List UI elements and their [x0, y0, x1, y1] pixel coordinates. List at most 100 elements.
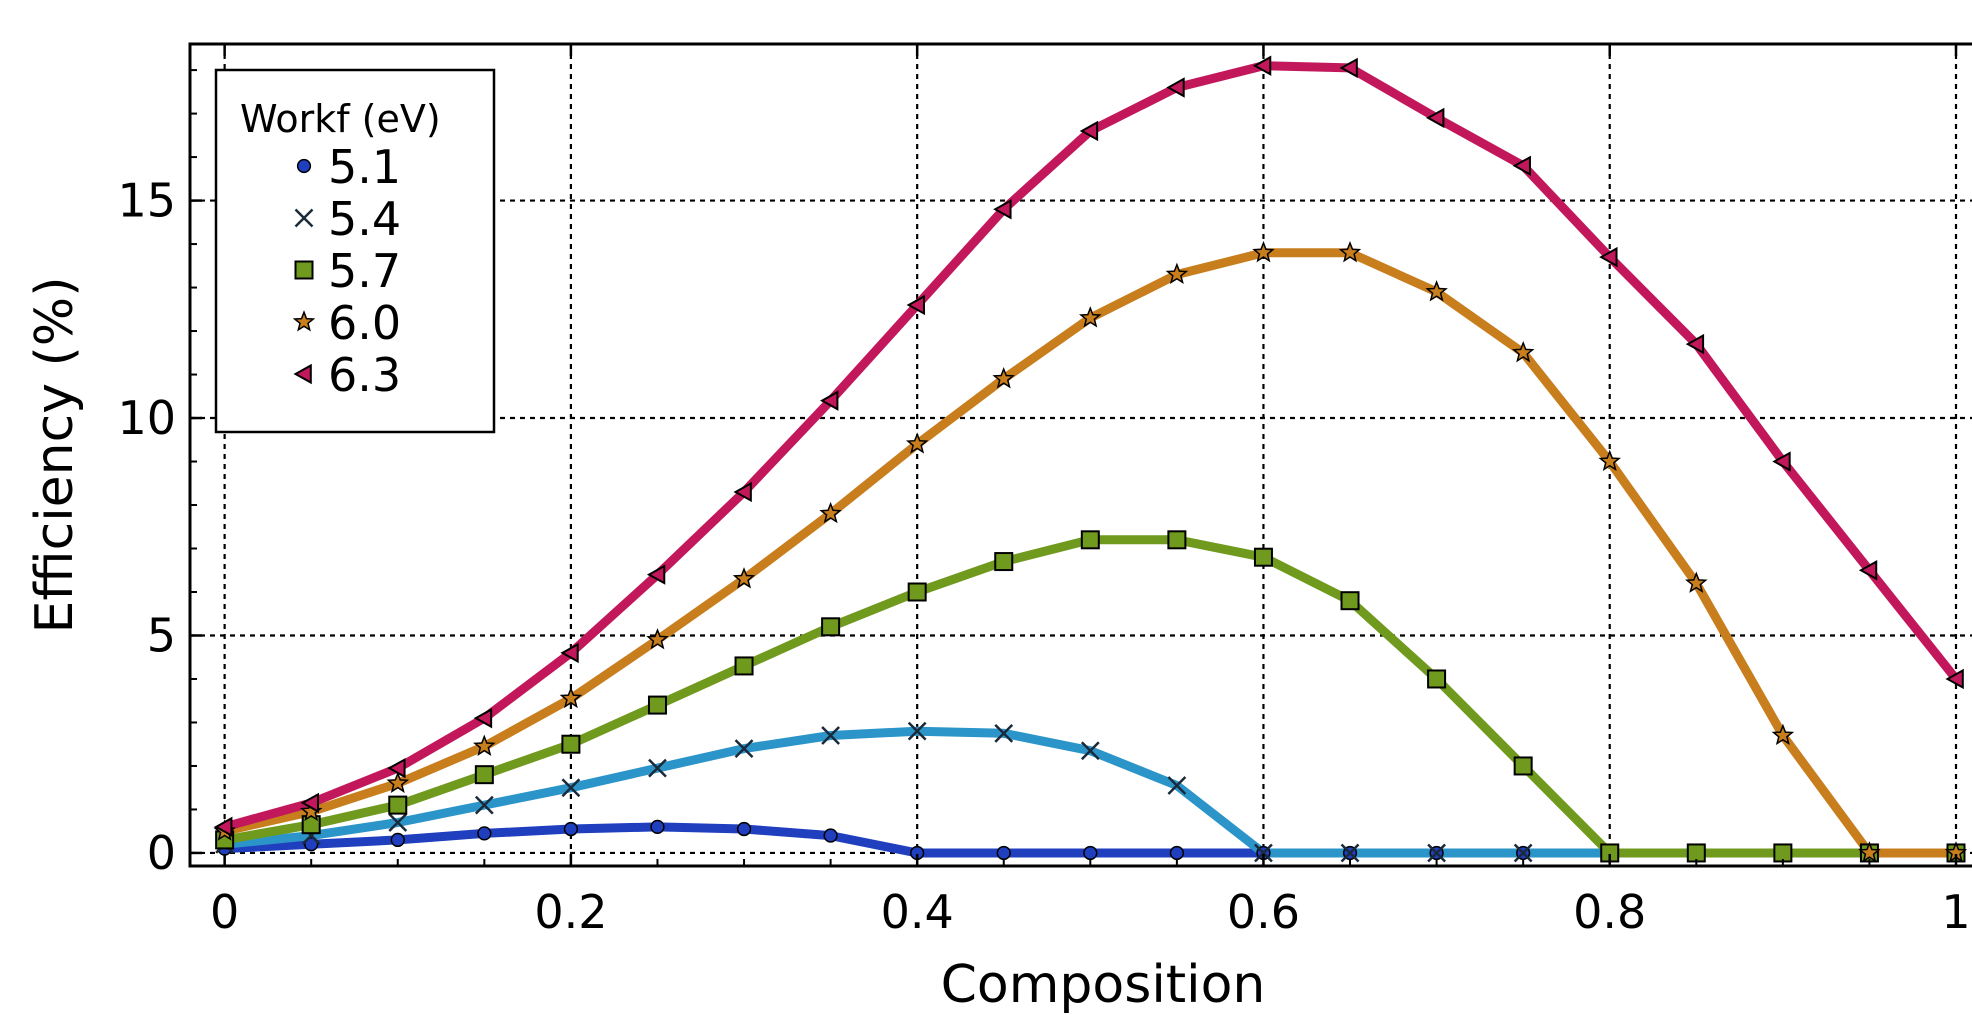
grid — [190, 44, 1972, 866]
data-point — [561, 734, 581, 754]
legend-label-5.1: 5.1 — [328, 140, 401, 194]
data-point — [1252, 55, 1272, 76]
ticks — [190, 44, 1958, 866]
data-point — [994, 552, 1014, 572]
data-point — [648, 758, 667, 778]
series-markers — [213, 55, 1968, 863]
data-point — [473, 734, 496, 756]
data-point — [1945, 668, 1964, 690]
data-point — [1254, 843, 1273, 863]
data-point — [1427, 669, 1447, 689]
data-point — [1253, 547, 1273, 567]
data-point — [907, 721, 927, 741]
y-tick-label: 15 — [117, 174, 176, 228]
x-tick-label: 1 — [1941, 885, 1970, 939]
data-point — [734, 739, 754, 758]
data-point — [560, 642, 579, 664]
data-point — [907, 582, 927, 602]
data-point — [390, 832, 405, 848]
data-point — [1686, 843, 1706, 863]
data-point — [1858, 841, 1881, 863]
data-point — [1511, 340, 1535, 363]
data-point — [388, 813, 408, 832]
data-point — [1513, 843, 1533, 863]
data-point — [821, 726, 840, 745]
data-point — [294, 208, 314, 228]
data-point — [1599, 246, 1618, 268]
data-point — [1080, 741, 1100, 761]
data-point — [647, 695, 667, 715]
data-point — [474, 765, 494, 785]
data-point — [304, 837, 319, 852]
data-point — [296, 158, 312, 174]
data-point — [563, 821, 579, 837]
y-tick-label: 0 — [147, 826, 176, 880]
data-point — [732, 567, 756, 589]
legend-label-6.3: 6.3 — [328, 348, 401, 402]
x-tick-label: 0.8 — [1573, 885, 1646, 939]
data-point — [387, 757, 406, 779]
data-point — [1083, 845, 1098, 861]
legend-title: Workf (eV) — [240, 97, 441, 141]
data-point — [1338, 240, 1362, 263]
data-point — [1773, 843, 1793, 863]
data-point — [1340, 843, 1360, 863]
x-tick-label: 0.6 — [1227, 885, 1300, 939]
data-point — [821, 617, 841, 637]
x-tick-label: 0.4 — [881, 885, 954, 939]
data-point — [1598, 449, 1621, 472]
data-point — [646, 628, 669, 650]
x-tick-label: 0 — [210, 885, 239, 939]
data-point — [819, 501, 842, 524]
data-point — [823, 828, 838, 843]
data-point — [1512, 155, 1531, 176]
x-tick-label: 0.2 — [534, 885, 607, 939]
data-point — [292, 310, 316, 332]
legend-label-6.0: 6.0 — [328, 296, 401, 350]
data-point — [996, 845, 1011, 861]
legend-label-5.7: 5.7 — [328, 244, 401, 298]
data-point — [650, 819, 665, 834]
y-tick-label: 5 — [147, 608, 176, 662]
legend: Workf (eV) 5.15.45.76.06.3 — [214, 68, 496, 434]
data-point — [736, 821, 752, 837]
data-point — [294, 260, 314, 280]
data-point — [388, 795, 408, 815]
data-point — [820, 390, 839, 411]
data-point — [1167, 530, 1187, 550]
data-point — [300, 792, 319, 814]
data-point — [386, 771, 410, 793]
data-point — [1771, 723, 1795, 746]
data-point — [1426, 107, 1445, 129]
data-point — [1425, 280, 1448, 302]
data-point — [734, 656, 754, 676]
data-point — [1427, 843, 1446, 863]
data-point — [559, 686, 583, 709]
y-tick-label: 10 — [117, 391, 176, 445]
data-point — [994, 723, 1014, 743]
data-point — [906, 294, 925, 316]
data-point — [1339, 57, 1358, 79]
data-point — [646, 564, 666, 585]
data-point — [1080, 530, 1100, 550]
data-point — [993, 199, 1012, 220]
data-point — [1167, 776, 1187, 795]
legend-box — [214, 68, 496, 434]
data-point — [1513, 756, 1533, 776]
data-point — [1685, 333, 1705, 355]
legend-label-5.4: 5.4 — [328, 192, 401, 246]
data-point — [214, 816, 233, 838]
data-point — [1340, 591, 1360, 611]
data-point — [1166, 77, 1185, 98]
data-point — [474, 795, 494, 815]
data-point — [1858, 560, 1878, 581]
x-axis-title: Composition — [941, 955, 1266, 1015]
data-point — [1079, 120, 1099, 142]
data-point — [1169, 845, 1185, 861]
data-point — [561, 778, 581, 798]
data-point — [1685, 571, 1708, 593]
data-point — [905, 432, 929, 454]
data-point — [293, 363, 312, 385]
